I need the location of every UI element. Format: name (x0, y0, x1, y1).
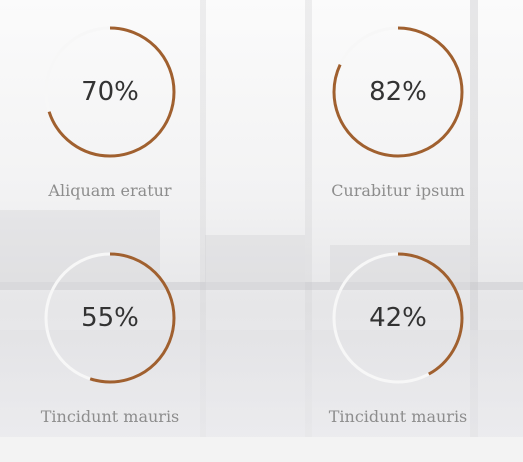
background-image (0, 0, 523, 437)
stat-value: 55% (81, 303, 139, 333)
stat-label: Tincidunt mauris (40, 407, 180, 426)
stat-value: 82% (369, 77, 427, 107)
stat-label: Tincidunt mauris (328, 407, 468, 426)
stat-1: 70% Aliquam eratur (0, 26, 220, 236)
stat-2: 82% Curabitur ipsum (288, 26, 508, 236)
progress-ring-2 (332, 26, 464, 158)
stat-label: Aliquam eratur (48, 181, 172, 200)
stat-value: 70% (81, 77, 139, 107)
progress-ring-4 (332, 252, 464, 384)
stat-4: 42% Tincidunt mauris (288, 252, 508, 462)
progress-ring-1 (44, 26, 176, 158)
stat-label: Curabitur ipsum (331, 181, 465, 200)
stat-value: 42% (369, 303, 427, 333)
stat-3: 55% Tincidunt mauris (0, 252, 220, 462)
progress-ring-3 (44, 252, 176, 384)
